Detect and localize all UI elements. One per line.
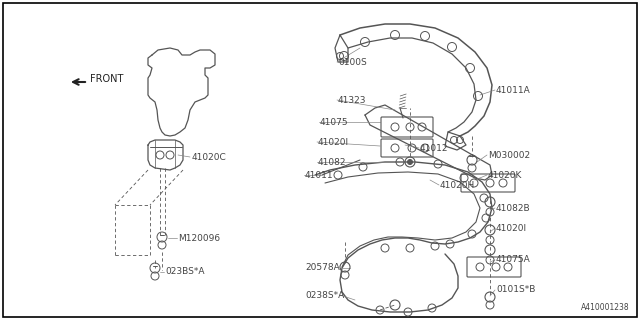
Text: 41020I: 41020I <box>496 223 527 233</box>
Text: M030002: M030002 <box>488 150 530 159</box>
Text: 41075: 41075 <box>320 117 349 126</box>
Text: 41020K: 41020K <box>488 171 522 180</box>
Text: 41012: 41012 <box>420 143 449 153</box>
Text: FRONT: FRONT <box>90 74 124 84</box>
Text: 41020H: 41020H <box>440 180 476 189</box>
Text: 41075A: 41075A <box>496 255 531 265</box>
Text: 41082B: 41082B <box>496 204 531 212</box>
FancyBboxPatch shape <box>3 3 637 317</box>
Text: A410001238: A410001238 <box>581 303 630 312</box>
Text: 023BS*A: 023BS*A <box>165 268 205 276</box>
Text: 0238S*A: 0238S*A <box>305 291 344 300</box>
Text: 41020I: 41020I <box>318 138 349 147</box>
Text: 0100S: 0100S <box>338 58 367 67</box>
Text: 41011A: 41011A <box>496 85 531 94</box>
Text: 20578A: 20578A <box>305 263 340 273</box>
Text: 41011: 41011 <box>305 171 333 180</box>
Text: 0101S*B: 0101S*B <box>496 285 536 294</box>
Circle shape <box>408 159 413 164</box>
Text: 41082: 41082 <box>318 157 346 166</box>
Text: 41323: 41323 <box>338 95 367 105</box>
Text: 41020C: 41020C <box>192 153 227 162</box>
Text: M120096: M120096 <box>178 234 220 243</box>
